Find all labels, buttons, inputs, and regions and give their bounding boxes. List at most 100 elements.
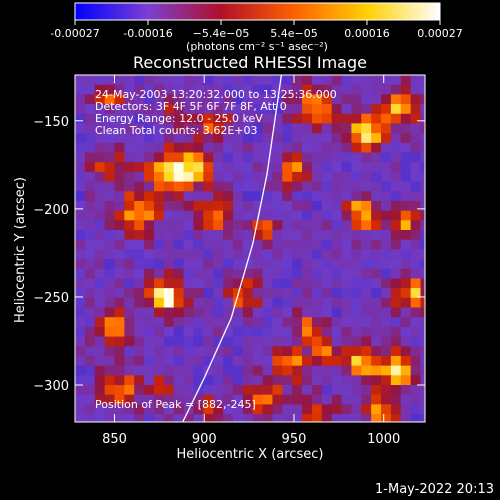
heatmap-cell	[213, 346, 224, 357]
heatmap-cell	[193, 365, 204, 376]
heatmap-cell	[272, 220, 283, 231]
heatmap-cell	[321, 365, 333, 376]
heatmap-cell	[371, 191, 382, 202]
heatmap-cell	[213, 385, 224, 396]
heatmap-cell	[173, 414, 185, 422]
heatmap-cell	[134, 210, 145, 221]
heatmap-cell	[400, 375, 412, 386]
heatmap-cell	[420, 94, 425, 105]
heatmap-cell	[371, 326, 382, 338]
heatmap-cell	[351, 210, 362, 221]
heatmap-cell	[420, 355, 425, 367]
heatmap-cell	[153, 365, 165, 376]
heatmap-cell	[381, 394, 392, 405]
heatmap-cell	[252, 191, 264, 202]
heatmap-cell	[134, 220, 145, 231]
heatmap-cell	[75, 171, 86, 183]
heatmap-cell	[351, 385, 362, 396]
heatmap-cell	[311, 104, 323, 115]
heatmap-cell	[302, 326, 313, 338]
heatmap-cell	[331, 210, 343, 221]
heatmap-cell	[75, 268, 86, 280]
heatmap-cell	[302, 288, 313, 299]
heatmap-cell	[163, 181, 175, 192]
heatmap-cell	[75, 220, 86, 231]
heatmap-cell	[193, 326, 204, 338]
heatmap-cell	[134, 113, 145, 125]
heatmap-cell	[400, 162, 412, 173]
heatmap-cell	[203, 336, 214, 347]
heatmap-cell	[124, 210, 135, 221]
heatmap-cell	[361, 113, 372, 125]
heatmap-cell	[104, 220, 116, 231]
heatmap-cell	[252, 268, 264, 280]
heatmap-cell	[232, 239, 244, 250]
heatmap-cell	[361, 385, 372, 396]
heatmap-cell	[203, 278, 214, 289]
heatmap-cell	[341, 142, 353, 154]
heatmap-cell	[84, 75, 96, 86]
heatmap-cell	[153, 307, 165, 318]
heatmap-cell	[341, 94, 353, 105]
heatmap-cell	[203, 375, 214, 386]
heatmap-cell	[193, 346, 204, 357]
colorbar-tick-label: −5.4e−05	[193, 27, 250, 40]
heatmap-cell	[321, 317, 333, 328]
heatmap-cell	[331, 171, 343, 183]
heatmap-cell	[390, 191, 402, 202]
heatmap-cell	[94, 133, 106, 144]
heatmap-cell	[390, 152, 402, 163]
heatmap-cell	[252, 123, 264, 134]
heatmap-cell	[361, 297, 372, 309]
heatmap-cell	[292, 404, 303, 415]
heatmap-cell	[153, 210, 165, 221]
heatmap-cell	[242, 326, 254, 338]
heatmap-cell	[164, 424, 174, 434]
heatmap-cell	[361, 307, 372, 318]
heatmap-cell	[213, 249, 224, 260]
heatmap-cell	[292, 171, 303, 183]
heatmap-cell	[341, 414, 353, 422]
heatmap-cell	[381, 346, 392, 357]
heatmap-cell	[163, 133, 175, 144]
heatmap-cell	[302, 171, 313, 183]
heatmap-cell	[223, 278, 234, 289]
heatmap-cell	[272, 365, 283, 376]
heatmap-cell	[203, 249, 214, 260]
heatmap-cell	[75, 230, 86, 241]
heatmap-cell	[420, 346, 425, 357]
heatmap-cell	[144, 191, 155, 202]
heatmap-cell	[331, 259, 343, 270]
heatmap-cell	[183, 142, 195, 154]
heatmap-cell	[134, 133, 145, 144]
heatmap-cell	[213, 326, 224, 338]
heatmap-cell	[390, 181, 402, 192]
heatmap-cell	[213, 394, 224, 405]
heatmap-cell	[153, 414, 165, 422]
heatmap-cell	[124, 133, 135, 144]
heatmap-cell	[430, 211, 440, 221]
y-axis: −150 −200 −250 −300	[33, 115, 425, 394]
heatmap-cell	[361, 288, 372, 299]
heatmap-cell	[183, 355, 195, 367]
heatmap-cell	[94, 152, 106, 163]
heatmap-cell	[173, 249, 185, 260]
heatmap-cell	[430, 395, 440, 405]
heatmap-cell	[153, 385, 165, 396]
heatmap-cell	[203, 326, 214, 338]
heatmap-cell	[232, 404, 244, 415]
heatmap-cell	[302, 84, 313, 95]
heatmap-cell	[124, 297, 135, 309]
heatmap-cell	[153, 181, 165, 192]
heatmap-cell	[410, 297, 422, 309]
heatmap-cell	[390, 171, 402, 183]
heatmap-cell	[183, 394, 195, 405]
heatmap-cell	[282, 171, 293, 183]
heatmap-cell	[163, 307, 175, 318]
heatmap-cell	[134, 171, 145, 183]
heatmap-cell	[94, 394, 106, 405]
heatmap-cell	[252, 288, 264, 299]
heatmap-cell	[341, 278, 353, 289]
heatmap-cell	[252, 346, 264, 357]
heatmap-cell	[84, 288, 96, 299]
